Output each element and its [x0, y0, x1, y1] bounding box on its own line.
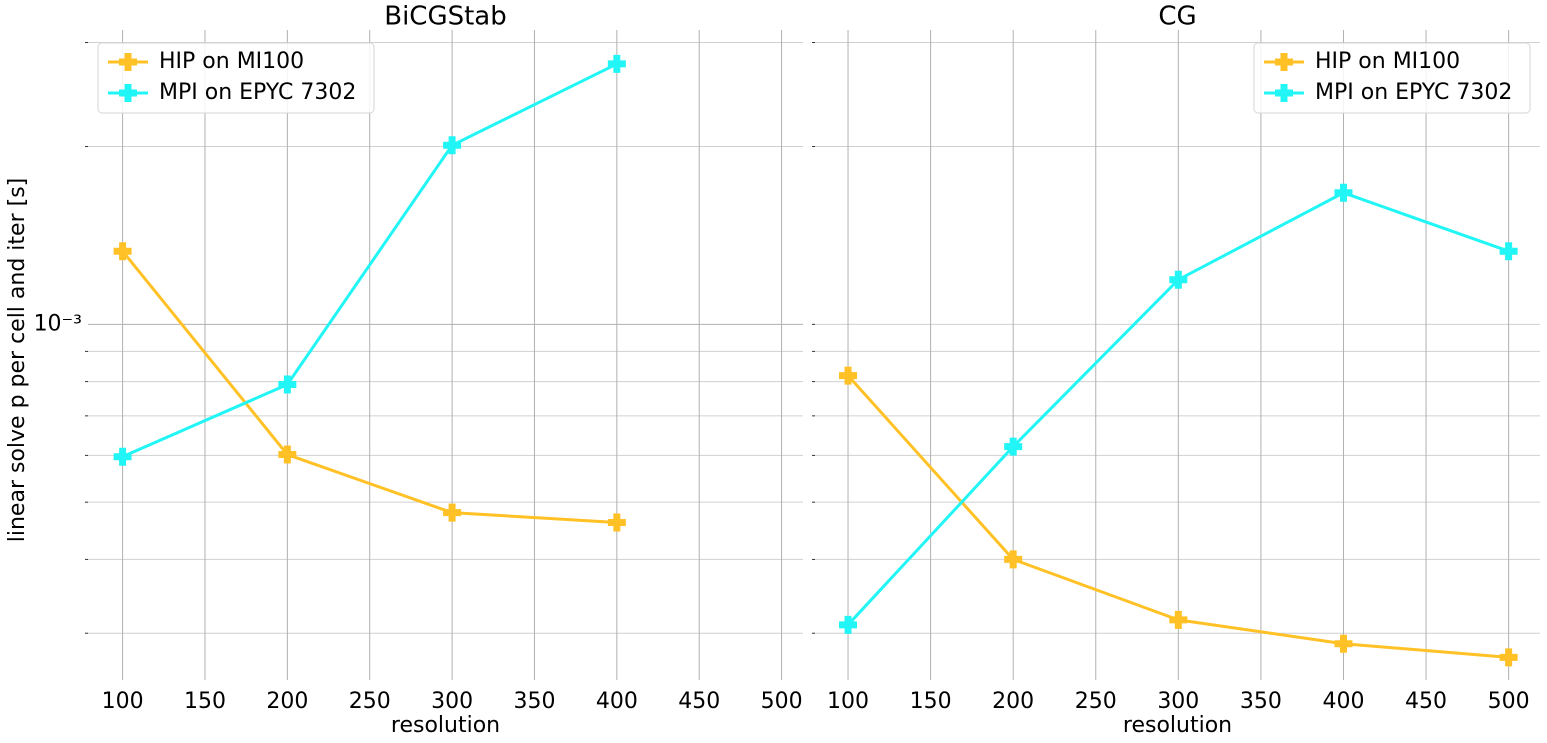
legend-label: MPI on EPYC 7302	[159, 80, 356, 105]
data-point	[1334, 634, 1353, 653]
legend-marker	[1275, 53, 1293, 71]
x-tick-label: 450	[678, 689, 720, 714]
legend-marker	[119, 84, 137, 102]
panel: 10⁻³ 100 150 200 250 300 350 400 450 500 BiCGStab r…	[34, 2, 803, 738]
legend-box	[1253, 42, 1531, 114]
x-tick-label: 150	[184, 689, 226, 714]
data-point	[443, 136, 462, 155]
x-tick-label: 400	[596, 689, 638, 714]
data-point	[278, 375, 297, 394]
y-tick-label: 10⁻³	[34, 311, 82, 336]
data-point	[113, 242, 132, 261]
legend-marker	[119, 53, 137, 71]
x-tick-label: 150	[910, 689, 952, 714]
legend-label: MPI on EPYC 7302	[1315, 80, 1512, 105]
data-point	[1499, 648, 1518, 667]
x-tick-label: 500	[761, 689, 803, 714]
x-axis-label: resolution	[391, 713, 500, 738]
x-tick-label: 250	[1075, 689, 1117, 714]
data-point	[113, 447, 132, 466]
x-tick-label: 350	[513, 689, 555, 714]
chart-title: CG	[1158, 2, 1196, 32]
data-point	[607, 54, 626, 73]
legend-label: HIP on MI100	[159, 49, 304, 74]
data-point	[1004, 437, 1023, 456]
x-tick-label: 250	[349, 689, 391, 714]
data-point	[443, 503, 462, 522]
data-point	[1169, 610, 1188, 629]
x-tick-label: 100	[102, 689, 144, 714]
x-tick-label: 100	[827, 689, 869, 714]
panel: 100 150 200 250 300 350 400 450 500 CG resolution H…	[812, 2, 1540, 738]
x-tick-label: 300	[1157, 689, 1199, 714]
x-tick-label: 350	[1240, 689, 1282, 714]
x-tick-label: 300	[431, 689, 473, 714]
x-tick-label: 450	[1405, 689, 1447, 714]
series-line	[121, 62, 618, 459]
chart-title: BiCGStab	[384, 2, 507, 32]
x-tick-label: 400	[1322, 689, 1364, 714]
legend-box	[97, 42, 375, 114]
data-point	[1334, 183, 1353, 202]
y-axis-label: linear solve p per cell and iter [s]	[5, 178, 30, 542]
x-tick-label: 200	[266, 689, 308, 714]
legend-marker	[1275, 84, 1293, 102]
x-axis-label: resolution	[1123, 713, 1232, 738]
series-line	[121, 250, 617, 524]
x-tick-label: 500	[1488, 689, 1530, 714]
data-point	[1004, 550, 1023, 569]
data-point	[839, 366, 858, 385]
x-tick-label: 200	[992, 689, 1034, 714]
data-point	[1499, 242, 1518, 261]
data-point	[839, 615, 858, 634]
legend-label: HIP on MI100	[1315, 49, 1460, 74]
data-point	[1169, 270, 1188, 289]
data-point	[607, 513, 626, 532]
data-point	[278, 445, 297, 464]
